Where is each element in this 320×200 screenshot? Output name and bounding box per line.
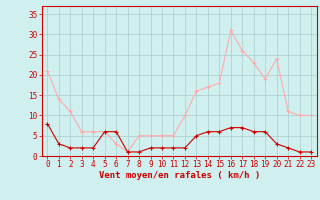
X-axis label: Vent moyen/en rafales ( km/h ): Vent moyen/en rafales ( km/h ) — [99, 171, 260, 180]
